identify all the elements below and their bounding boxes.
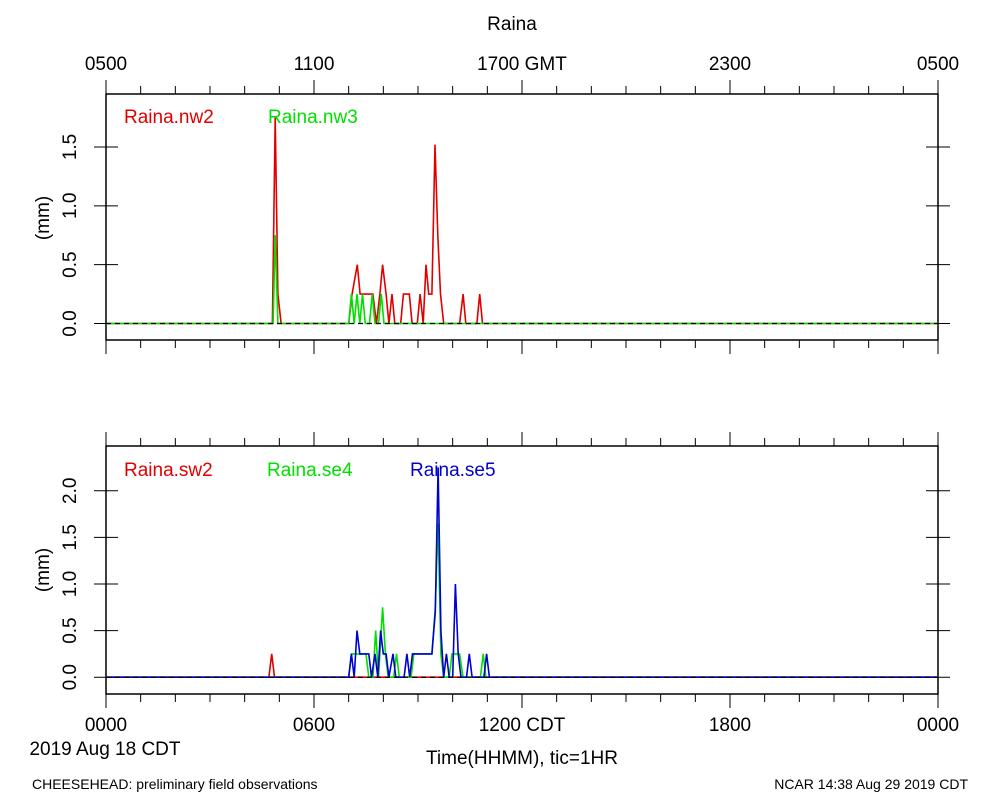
footer-right: NCAR 14:38 Aug 29 2019 CDT (774, 776, 968, 792)
lower-panel-legend: Raina.sw2 Raina.se4 Raina.se5 (124, 460, 496, 481)
y-tick-label: 0.0 (60, 310, 81, 336)
top-tick-label: 0500 (85, 54, 127, 75)
lower-panel-ticks (94, 432, 950, 708)
upper-panel-series (106, 117, 938, 325)
upper-panel-y-tick-labels: 0.0 0.5 1.0 1.5 (60, 134, 81, 337)
y-tick-label: 0.0 (60, 664, 81, 690)
top-tick-label: 1100 (294, 54, 335, 75)
y-tick-label: 1.0 (60, 571, 81, 597)
lower-panel-ylabel: (mm) (33, 548, 54, 592)
date-label: 2019 Aug 18 CDT (29, 739, 180, 760)
y-tick-label: 1.5 (60, 524, 81, 550)
series-line-raina-sw2 (106, 653, 938, 679)
legend-nw3: Raina.nw3 (268, 107, 358, 128)
upper-panel-legend: Raina.nw2 Raina.nw3 (124, 107, 358, 128)
bottom-tick-label: 1800 (709, 715, 751, 736)
chart-title: Raina (487, 14, 537, 35)
footer-left: CHEESEHEAD: preliminary field observatio… (32, 776, 318, 792)
y-tick-label: 1.5 (60, 134, 81, 160)
legend-se5: Raina.se5 (410, 460, 496, 481)
top-tick-label: 2300 (709, 54, 751, 75)
y-tick-label: 2.0 (60, 478, 81, 504)
bottom-time-axis-labels: 0000 0600 1200 CDT 1800 0000 (85, 715, 959, 736)
y-tick-label: 0.5 (60, 251, 81, 277)
bottom-tick-label: 0600 (293, 715, 335, 736)
bottom-tick-label: 0000 (917, 715, 959, 736)
upper-panel-frame (105, 93, 939, 341)
lower-panel: 0.0 0.5 1.0 1.5 2.0 (mm) Raina.sw2 Raina.se4… (33, 432, 950, 708)
top-tick-label: 0500 (917, 54, 959, 75)
bottom-tick-label: 0000 (85, 715, 127, 736)
upper-panel: 0.0 0.5 1.0 1.5 (mm) Raina.nw2 Raina.nw3 (33, 80, 950, 354)
lower-panel-frame (105, 445, 939, 695)
legend-nw2: Raina.nw2 (124, 107, 214, 128)
y-tick-label: 0.5 (60, 617, 81, 643)
legend-sw2: Raina.sw2 (124, 460, 213, 481)
series-line-raina-nw3 (106, 235, 938, 325)
legend-se4: Raina.se4 (267, 460, 353, 481)
x-axis-label: Time(HHMM), tic=1HR (426, 748, 618, 769)
series-line-raina-se4 (106, 523, 938, 679)
upper-panel-ylabel: (mm) (33, 196, 54, 240)
top-tick-label: 1700 GMT (477, 54, 567, 75)
lower-panel-y-tick-labels: 0.0 0.5 1.0 1.5 2.0 (60, 478, 81, 691)
bottom-tick-label: 1200 CDT (479, 715, 566, 736)
top-time-axis-labels: 0500 1100 1700 GMT 2300 0500 (85, 54, 959, 75)
lower-panel-series (106, 467, 938, 679)
upper-panel-ticks (94, 80, 950, 354)
series-line-raina-se5 (106, 467, 938, 679)
y-tick-label: 1.0 (60, 193, 81, 219)
series-line-raina-nw2 (106, 117, 938, 325)
